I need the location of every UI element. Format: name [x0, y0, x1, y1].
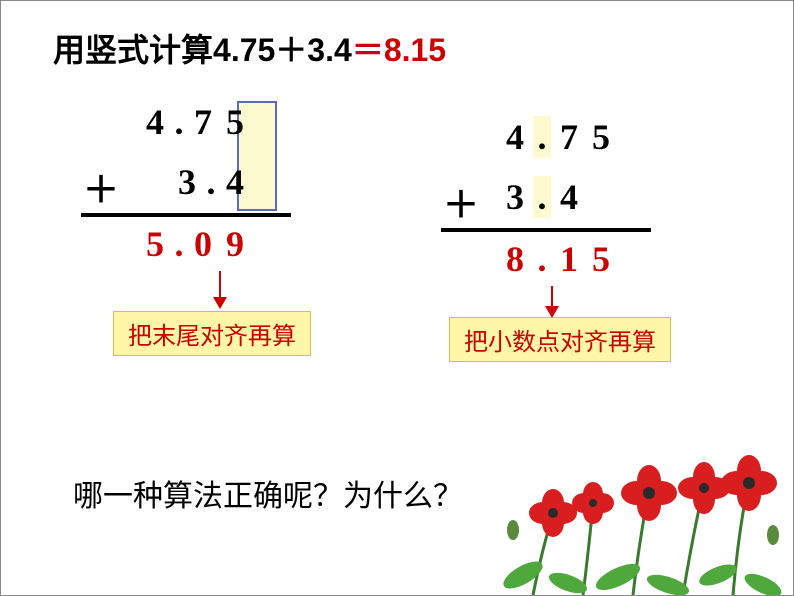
- digit: 4: [219, 161, 251, 203]
- digit: 1: [553, 238, 585, 280]
- dot: .: [531, 238, 553, 280]
- dot: .: [171, 101, 187, 143]
- right-row2: 3.4: [499, 176, 585, 218]
- flower-decoration: [473, 435, 793, 595]
- digit: 3: [499, 176, 531, 218]
- digit: 7: [187, 101, 219, 143]
- left-row1: 4.75: [139, 101, 251, 143]
- digit: 7: [553, 116, 585, 158]
- digit: 4: [499, 116, 531, 158]
- right-result: 8.15: [499, 238, 617, 280]
- title-eq: ＝: [352, 32, 384, 68]
- left-row2: 3.4: [171, 161, 251, 203]
- plus-sign: ＋: [83, 161, 119, 213]
- left-explain-text: 把末尾对齐再算: [128, 324, 296, 350]
- right-rule-line: [441, 228, 651, 232]
- dot: .: [203, 161, 219, 203]
- title-ans: 8.15: [384, 32, 446, 68]
- digit: 3: [171, 161, 203, 203]
- title-prefix: 用竖式计算: [53, 32, 213, 68]
- dot-highlight: .: [533, 116, 551, 158]
- dot-highlight: .: [533, 176, 551, 218]
- title: 用竖式计算4.75＋3.4＝8.15: [53, 25, 446, 71]
- plus-sign: ＋: [443, 176, 479, 228]
- dot: .: [171, 223, 187, 265]
- digit: 5: [219, 101, 251, 143]
- digit: 0: [187, 223, 219, 265]
- right-arrow: [551, 286, 553, 316]
- digit: 9: [219, 223, 251, 265]
- question-text: 哪一种算法正确呢？为什么？: [73, 471, 463, 515]
- digit: 5: [585, 116, 617, 158]
- digit: 4: [553, 176, 585, 218]
- left-arrow: [219, 271, 221, 307]
- left-result: 5.09: [139, 223, 251, 265]
- digit: 4: [139, 101, 171, 143]
- digit: 5: [585, 238, 617, 280]
- digit: 5: [139, 223, 171, 265]
- right-explain-text: 把小数点对齐再算: [464, 330, 656, 356]
- digit: 8: [499, 238, 531, 280]
- right-explain-box: 把小数点对齐再算: [449, 317, 671, 362]
- right-row1: 4.75: [499, 116, 617, 158]
- left-rule-line: [81, 213, 291, 217]
- left-explain-box: 把末尾对齐再算: [113, 311, 311, 356]
- title-expr: 4.75＋3.4: [213, 32, 352, 68]
